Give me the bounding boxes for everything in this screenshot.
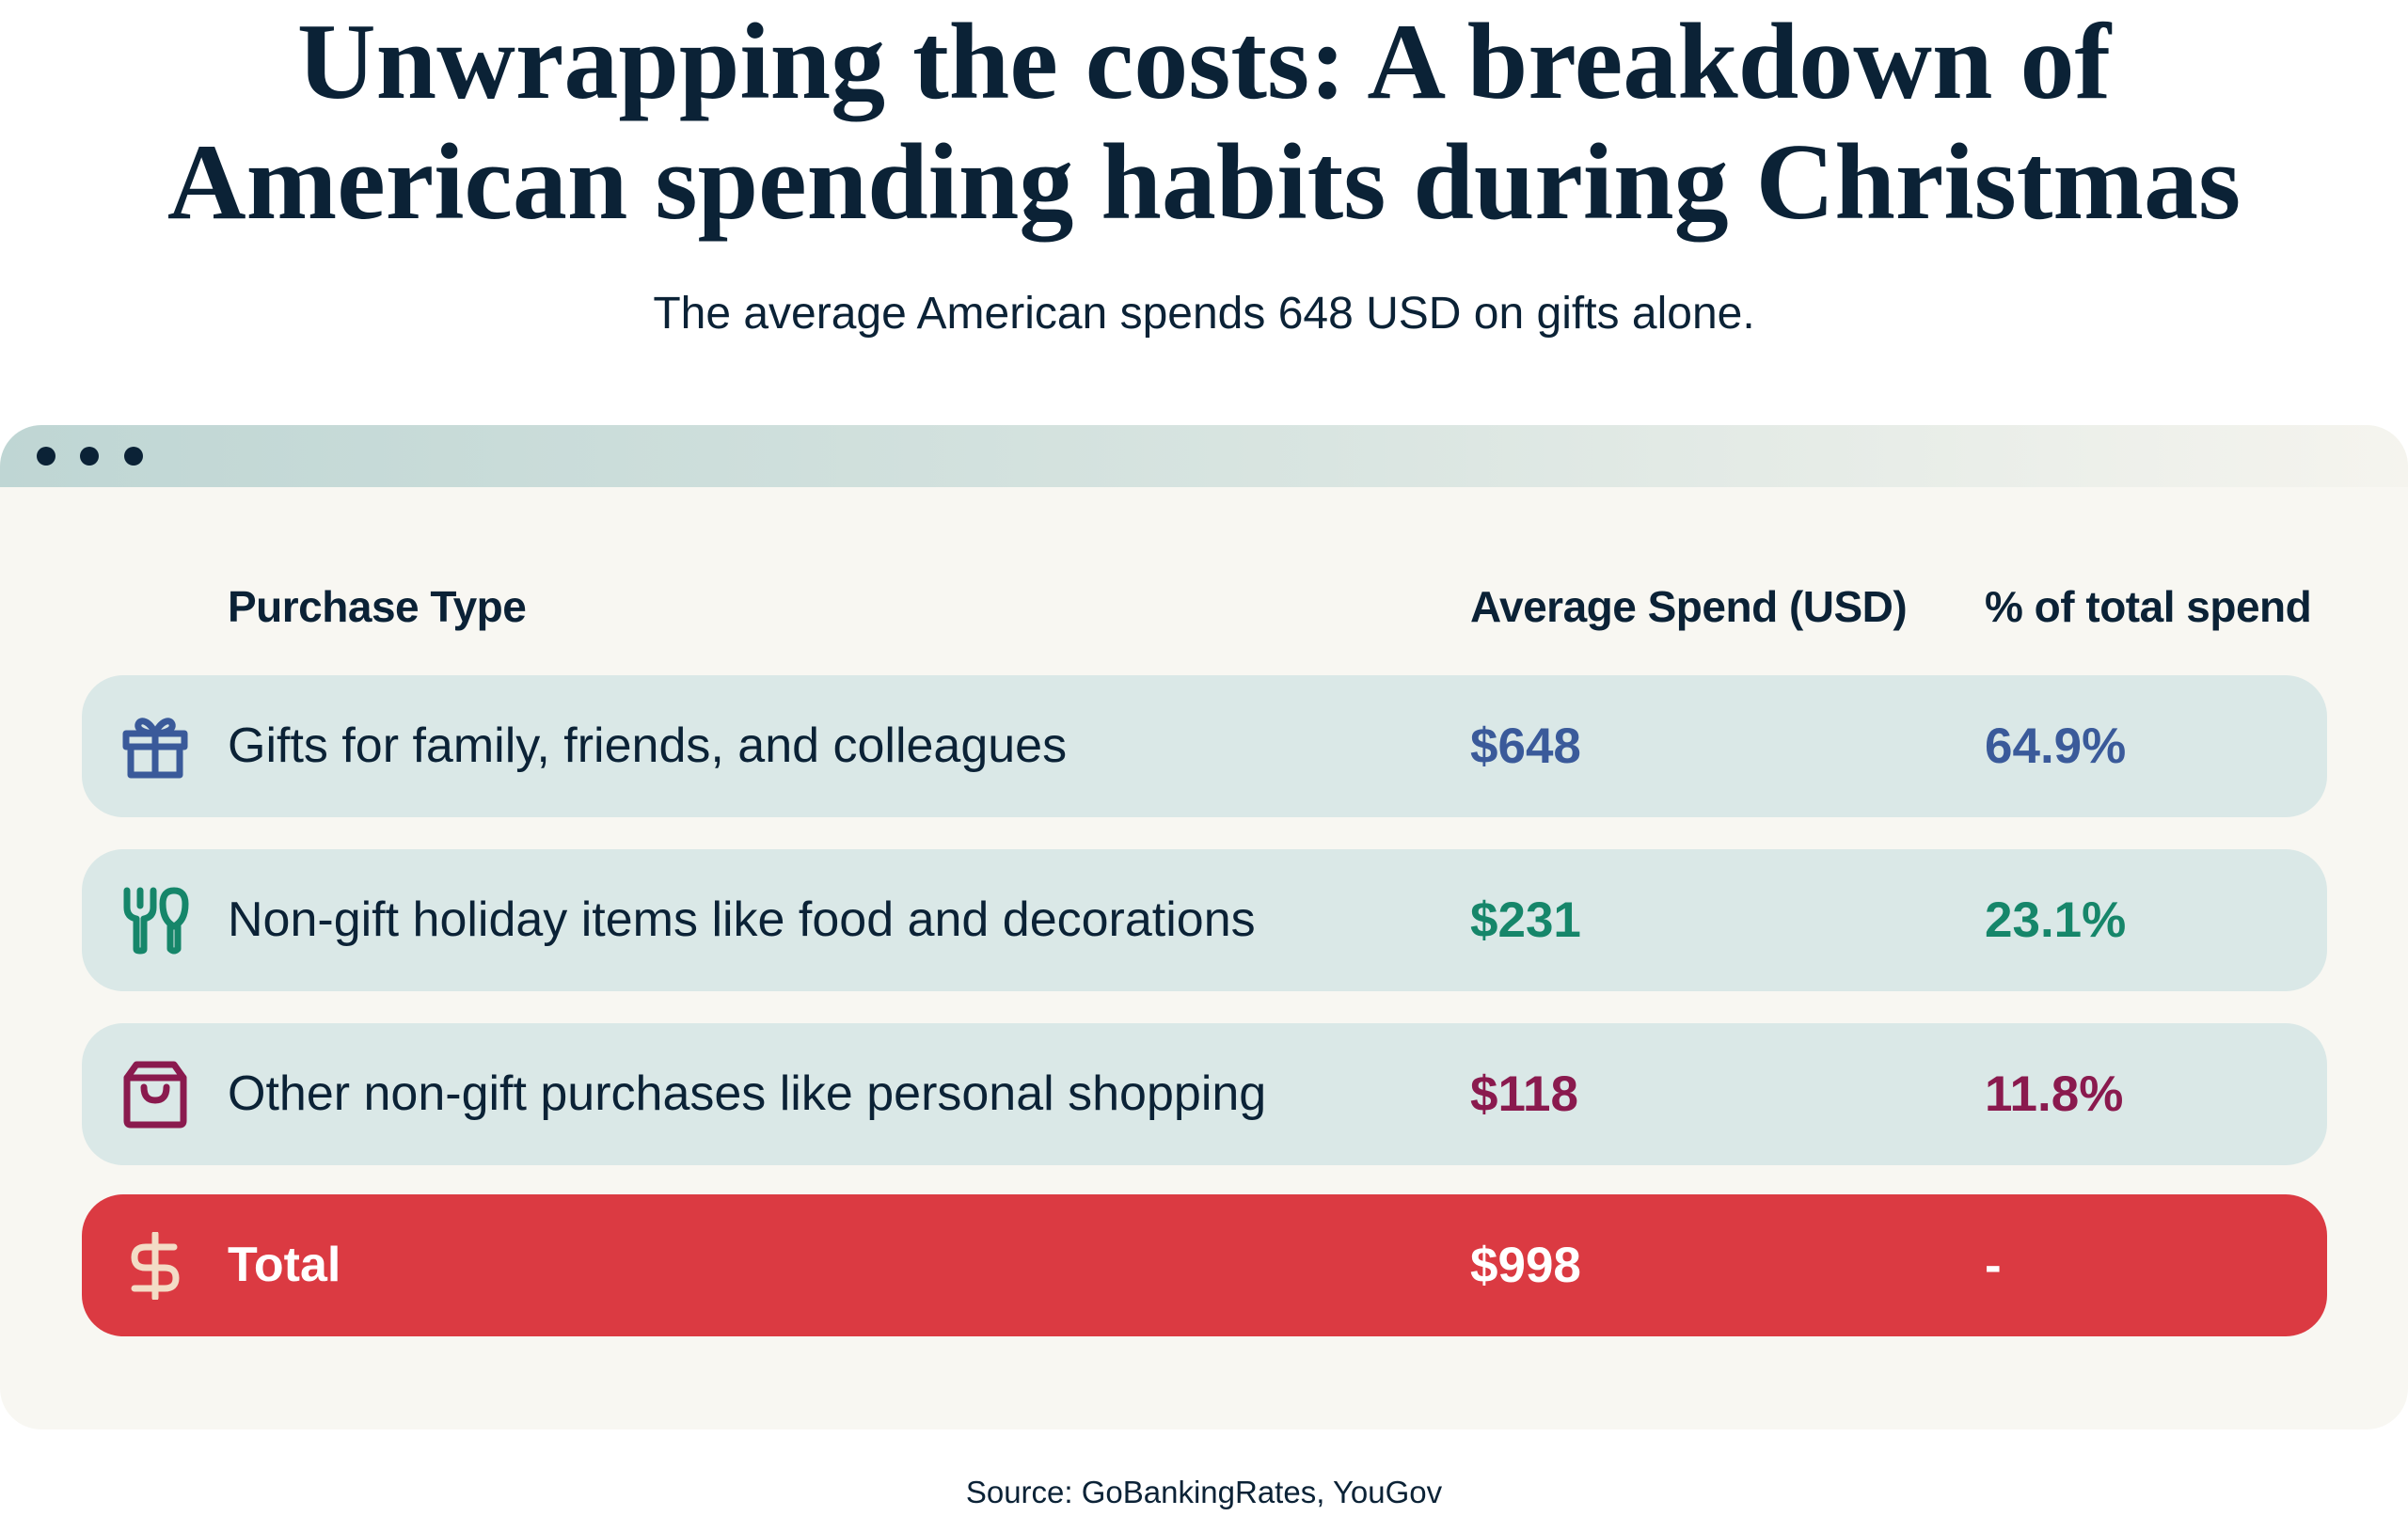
dollar-icon [131,1232,180,1300]
column-header-percent: % of total spend [1985,582,2312,631]
title-line-1: Unwrapping the costs: A breakdown of [296,2,2112,122]
row-spend: $118 [1470,1066,1578,1122]
gift-icon [122,718,188,779]
row-spend: $648 [1470,719,1581,774]
fork-spoon-icon [123,887,189,955]
total-percent: - [1985,1238,2002,1293]
shopping-bag-icon [123,1061,187,1129]
row-label: Non-gift holiday items like food and dec… [228,892,1256,947]
column-header-purchase-type: Purchase Type [228,582,527,631]
source-note: Source: GoBankingRates, YouGov [965,1475,1443,1509]
table-row: Gifts for family, friends, and colleague… [82,675,2327,817]
row-spend: $231 [1470,892,1581,948]
total-label: Total [228,1238,341,1292]
total-row: Total $998 - [82,1194,2327,1336]
window-bar [0,425,2408,487]
subtitle: The average American spends 648 USD on g… [653,289,1755,339]
window-dot-icon [124,447,143,466]
window-dot-icon [80,447,99,466]
table-row: Other non-gift purchases like personal s… [82,1023,2327,1165]
spending-table-card: Purchase Type Average Spend (USD) % of t… [0,425,2408,1429]
row-percent: 11.8% [1985,1066,2124,1122]
title-line-2: American spending habits during Christma… [166,122,2242,243]
row-label: Gifts for family, friends, and colleague… [228,719,1068,773]
row-label: Other non-gift purchases like personal s… [228,1066,1267,1121]
header: Unwrapping the costs: A breakdown of Ame… [0,0,2408,414]
column-header-average-spend: Average Spend (USD) [1470,582,1908,631]
row-percent: 23.1% [1985,892,2127,948]
table-row: Non-gift holiday items like food and dec… [82,849,2327,991]
total-spend: $998 [1470,1238,1581,1293]
row-percent: 64.9% [1985,719,2127,774]
page-title: Unwrapping the costs: A breakdown of Ame… [0,0,2408,243]
window-dot-icon [37,447,55,466]
